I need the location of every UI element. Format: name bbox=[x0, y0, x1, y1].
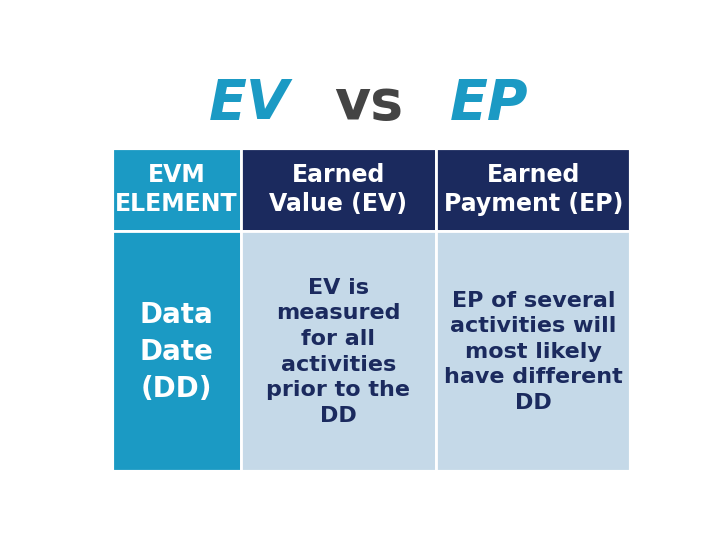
Bar bbox=[436, 148, 631, 231]
Bar bbox=[112, 148, 631, 472]
Bar bbox=[112, 148, 240, 231]
Text: Earned
Payment (EP): Earned Payment (EP) bbox=[444, 163, 624, 217]
Text: EV is
measured
for all
activities
prior to the
DD: EV is measured for all activities prior … bbox=[266, 278, 410, 426]
Text: vs: vs bbox=[334, 77, 404, 131]
Text: EV: EV bbox=[209, 77, 289, 131]
Text: Earned
Value (EV): Earned Value (EV) bbox=[269, 163, 408, 217]
Text: EP of several
activities will
most likely
have different
DD: EP of several activities will most likel… bbox=[444, 291, 623, 413]
Bar bbox=[436, 231, 631, 472]
Text: Data
Date
(DD): Data Date (DD) bbox=[140, 301, 213, 402]
Bar bbox=[112, 231, 240, 472]
Text: EVM
ELEMENT: EVM ELEMENT bbox=[115, 163, 238, 217]
Bar bbox=[240, 231, 436, 472]
Bar bbox=[240, 148, 436, 231]
Text: EP: EP bbox=[450, 77, 528, 131]
